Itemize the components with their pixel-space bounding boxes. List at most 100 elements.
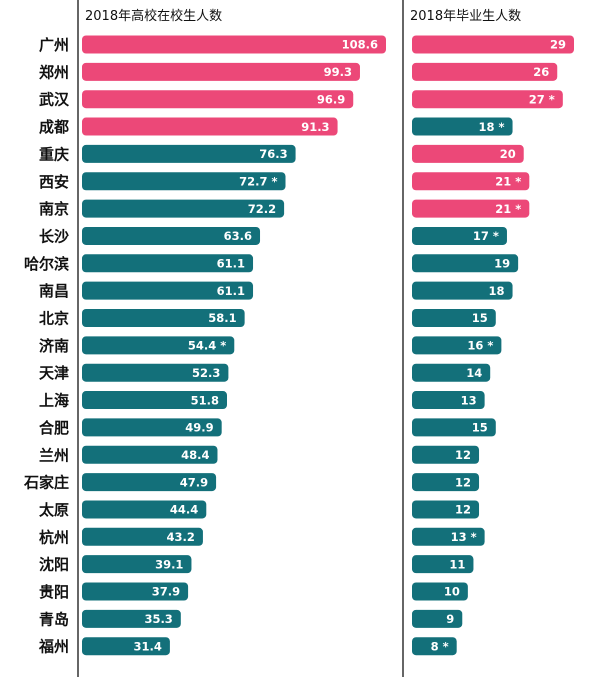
bar — [412, 35, 574, 54]
bar-value-label: 49.9 — [185, 421, 213, 435]
bar-value-label: 35.3 — [144, 612, 172, 626]
bar — [82, 226, 261, 245]
bar — [82, 363, 229, 382]
city-label: 南京 — [39, 200, 69, 218]
city-label: 上海 — [39, 392, 69, 410]
bar-value-label: 61.1 — [217, 257, 245, 271]
bar — [82, 336, 235, 355]
bar-value-label: 99.3 — [324, 65, 352, 79]
bar-value-label: 19 — [494, 257, 510, 271]
bar — [82, 254, 254, 273]
bar-value-label: 43.2 — [167, 530, 195, 544]
bar — [82, 555, 192, 574]
bar-value-label: 13 * — [451, 530, 477, 544]
bar — [412, 500, 480, 519]
bar — [412, 172, 530, 191]
bar-value-label: 21 * — [495, 202, 521, 216]
bar-value-label: 108.6 — [342, 38, 378, 52]
city-label: 北京 — [39, 310, 69, 328]
bar — [82, 500, 207, 519]
bar-value-label: 9 — [446, 612, 454, 626]
bar-value-label: 48.4 — [181, 448, 209, 462]
bar — [412, 309, 496, 327]
bar-value-label: 16 * — [467, 339, 493, 353]
city-label: 西安 — [39, 173, 69, 191]
bar-value-label: 14 — [466, 366, 482, 380]
bar-value-label: 44.4 — [170, 503, 198, 517]
bar-value-label: 20 — [500, 147, 516, 161]
bar — [82, 144, 296, 163]
city-label: 兰州 — [39, 446, 69, 464]
city-label: 石家庄 — [23, 474, 69, 492]
city-label: 长沙 — [39, 227, 69, 245]
bar — [82, 609, 181, 628]
bar — [82, 637, 170, 656]
city-label: 郑州 — [39, 63, 69, 81]
bar — [412, 582, 468, 601]
city-label: 南昌 — [39, 282, 69, 300]
city-labels: 广州郑州武汉成都重庆西安南京长沙哈尔滨南昌北京济南天津上海合肥兰州石家庄太原杭州… — [23, 36, 70, 656]
city-label: 哈尔滨 — [24, 255, 69, 273]
bar-value-label: 37.9 — [152, 585, 180, 599]
bar — [82, 199, 285, 218]
city-label: 杭州 — [39, 528, 69, 546]
bar — [412, 117, 513, 136]
bar-value-label: 76.3 — [259, 147, 287, 161]
bar — [412, 62, 558, 81]
bar — [82, 117, 338, 136]
bar-value-label: 15 — [472, 311, 488, 325]
bar — [82, 90, 354, 109]
bar-value-label: 51.8 — [191, 393, 219, 407]
bar-value-label: 54.4 * — [188, 339, 226, 353]
bar — [412, 527, 485, 546]
bar — [82, 582, 189, 601]
bar-value-label: 11 — [449, 557, 465, 571]
bar — [412, 336, 502, 355]
bar — [82, 281, 254, 300]
bar-value-label: 12 — [455, 448, 471, 462]
bar — [82, 445, 218, 464]
bar-value-label: 58.1 — [208, 311, 236, 325]
bar-value-label: 10 — [444, 585, 460, 599]
bar — [412, 281, 513, 300]
bar — [412, 391, 485, 410]
city-label: 武汉 — [39, 91, 70, 109]
city-label: 成都 — [39, 118, 69, 136]
city-label: 广州 — [39, 36, 69, 54]
bar — [82, 62, 360, 81]
bar — [82, 35, 386, 54]
bar-value-label: 72.2 — [248, 202, 276, 216]
bar-value-label: 61.1 — [217, 284, 245, 298]
bar — [82, 391, 228, 410]
bar — [82, 527, 203, 546]
bar-value-label: 47.9 — [180, 475, 208, 489]
bar-value-label: 27 * — [529, 92, 555, 106]
bar — [412, 473, 480, 492]
bar-value-label: 17 * — [473, 229, 499, 243]
bar-value-label: 12 — [455, 475, 471, 489]
panel-1-bars: 108.6 99.3 96.9 91.3 76.3 72.7 * 72.2 63.6 61.1 6… — [82, 35, 386, 656]
bar — [412, 418, 496, 437]
bar — [412, 144, 524, 163]
city-label: 太原 — [39, 501, 69, 519]
bar-value-label: 21 * — [495, 174, 521, 188]
bar-value-label: 26 — [533, 65, 549, 79]
bar-value-label: 96.9 — [317, 92, 345, 106]
bar-value-label: 18 * — [479, 120, 505, 134]
panel-2-title: 2018年毕业生人数 — [410, 9, 521, 24]
bar-value-label: 29 — [550, 38, 566, 52]
bar-value-label: 18 — [489, 284, 505, 298]
bar — [412, 254, 519, 273]
panel-1-title: 2018年高校在校生人数 — [85, 8, 222, 24]
city-label: 福州 — [38, 638, 69, 656]
bar-value-label: 13 — [461, 393, 477, 407]
bar-value-label: 8 * — [431, 639, 449, 653]
city-label: 青岛 — [39, 610, 69, 628]
bar — [412, 199, 530, 218]
bar — [412, 637, 457, 656]
bar-value-label: 12 — [455, 503, 471, 517]
bar — [412, 555, 474, 574]
city-label: 沈阳 — [39, 556, 69, 574]
